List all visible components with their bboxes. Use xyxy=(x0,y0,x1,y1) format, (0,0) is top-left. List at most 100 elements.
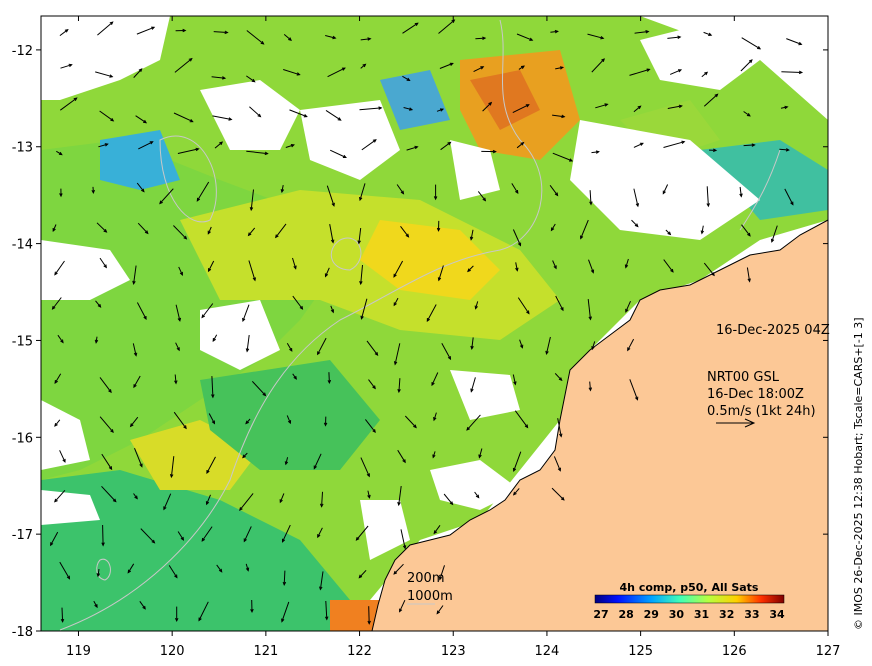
current-vector-head xyxy=(520,141,525,146)
current-vector xyxy=(360,38,371,41)
current-vector-head xyxy=(785,148,790,152)
current-vector-head xyxy=(393,361,398,366)
current-vector xyxy=(201,303,214,318)
current-vector-head xyxy=(66,575,71,580)
current-vector xyxy=(249,106,261,117)
current-vector-head xyxy=(482,36,487,41)
current-vector-head xyxy=(245,420,249,425)
current-vector xyxy=(239,493,254,511)
current-vector-head xyxy=(224,30,229,35)
current-vector xyxy=(61,607,64,622)
current-vector xyxy=(360,457,370,477)
current-vector-head xyxy=(134,495,138,500)
current-vector-head xyxy=(242,454,246,459)
current-vector-head xyxy=(560,496,565,501)
current-vector-head xyxy=(64,29,69,33)
current-vector xyxy=(393,297,399,306)
current-vector-head xyxy=(54,271,58,276)
current-vector-head xyxy=(242,317,246,322)
longitude-axis: 119 120 121 122 123 124 125 126 127 xyxy=(66,16,840,659)
current-vector-head xyxy=(405,233,410,238)
current-vector xyxy=(178,266,183,276)
current-vector xyxy=(286,415,291,424)
current-vector xyxy=(477,191,486,201)
lat-tick-label: -18 xyxy=(12,625,33,640)
current-vector xyxy=(595,103,608,109)
colorbar-tick-label: 27 xyxy=(593,608,608,621)
current-vector xyxy=(136,182,145,192)
current-vector xyxy=(438,265,444,281)
current-vector-head xyxy=(413,424,417,429)
current-vector-head xyxy=(627,347,631,352)
current-vector xyxy=(662,184,669,194)
contour-legend: 200m 1000m xyxy=(407,571,453,605)
plot-area xyxy=(41,16,828,631)
current-vector xyxy=(325,35,336,39)
current-vector-head xyxy=(103,264,107,269)
current-vector xyxy=(50,531,59,546)
current-vector-head xyxy=(103,229,108,233)
current-vector-head xyxy=(402,459,406,464)
current-vector xyxy=(173,225,187,240)
current-vector-head xyxy=(432,454,436,459)
current-vector-head xyxy=(449,501,454,506)
current-vector-head xyxy=(62,458,66,463)
current-vector xyxy=(101,453,113,470)
current-vector-head xyxy=(747,278,751,283)
current-vector-head xyxy=(467,268,471,273)
current-vector-head xyxy=(366,473,370,478)
current-vector-head xyxy=(262,392,267,397)
current-vector-head xyxy=(600,36,605,40)
current-vector-head xyxy=(554,192,559,197)
current-vector-head xyxy=(713,148,718,153)
current-vector xyxy=(663,259,674,273)
current-vector xyxy=(368,379,376,389)
current-vector xyxy=(136,302,147,320)
current-vector-head xyxy=(662,190,666,195)
current-vector xyxy=(251,380,266,396)
current-vector xyxy=(625,258,629,268)
current-vector xyxy=(275,223,287,238)
current-vector-head xyxy=(324,273,329,278)
current-vector-head xyxy=(188,57,193,62)
current-vector-head xyxy=(144,230,149,235)
current-vector-head xyxy=(341,67,346,71)
current-vector xyxy=(475,37,486,40)
current-vector-head xyxy=(770,238,775,243)
current-vector-head xyxy=(149,141,154,145)
current-vector xyxy=(402,75,410,81)
current-vector-head xyxy=(367,37,372,41)
current-vector-head xyxy=(260,40,265,45)
current-vector-head xyxy=(554,29,559,34)
current-vector-head xyxy=(438,576,443,581)
current-vector xyxy=(359,107,382,111)
current-vector xyxy=(325,109,341,121)
current-vector xyxy=(701,225,704,234)
current-vector-head xyxy=(176,347,180,352)
current-vector xyxy=(242,304,250,322)
current-vector-head xyxy=(133,352,138,357)
current-vector xyxy=(513,488,520,496)
current-vector xyxy=(400,529,406,549)
current-vector-head xyxy=(492,149,497,154)
current-vector-head xyxy=(142,605,146,610)
current-vector xyxy=(746,267,751,282)
current-vector xyxy=(198,601,209,621)
current-vector-head xyxy=(296,72,301,76)
current-vector-head xyxy=(367,620,371,625)
lon-tick-label: 119 xyxy=(66,644,91,659)
current-vector xyxy=(740,59,753,72)
current-vector xyxy=(512,374,516,385)
current-vector xyxy=(629,68,650,76)
current-vector-head xyxy=(180,536,185,541)
current-vector xyxy=(555,66,563,70)
current-vector-head xyxy=(207,268,212,273)
current-vector-head xyxy=(433,196,438,201)
current-vector xyxy=(137,222,149,234)
current-vector-head xyxy=(183,235,188,240)
current-vector xyxy=(248,227,256,236)
current-vector xyxy=(285,144,295,148)
current-vector-head xyxy=(739,193,743,198)
current-vectors xyxy=(50,19,804,625)
current-vector xyxy=(173,112,193,123)
